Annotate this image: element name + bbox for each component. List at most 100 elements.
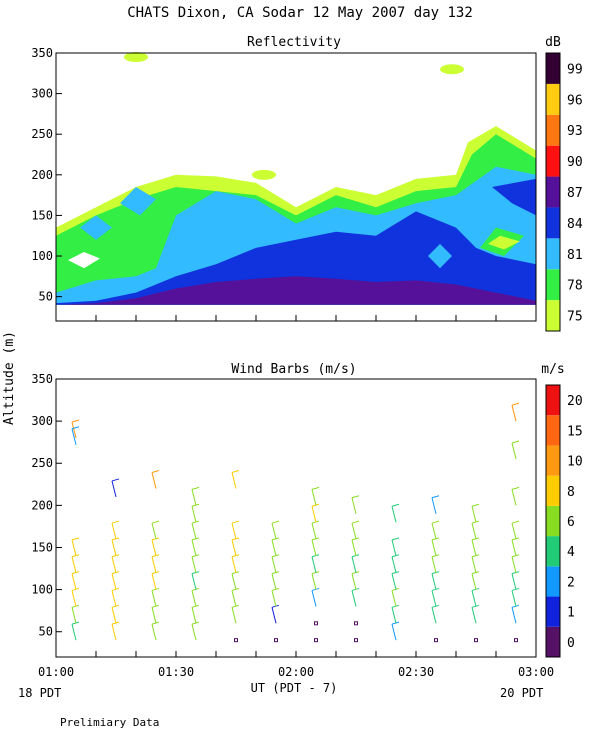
reflectivity-blob-75 (440, 64, 464, 75)
wind-barb (71, 556, 77, 573)
wind-barb (351, 556, 357, 573)
wind-barb (231, 607, 237, 624)
wind-colorbar-unit: m/s (541, 362, 564, 377)
reflectivity-colorbar-swatch (546, 145, 560, 177)
wind-ytick-label: 250 (31, 456, 53, 470)
wind-colorbar-swatch (546, 445, 560, 476)
wind-barb (471, 539, 477, 557)
wind-colorbar-label: 10 (567, 455, 583, 470)
reflectivity-frame (55, 52, 537, 322)
wind-barb-flag (511, 486, 520, 490)
reflectivity-colorbar-label: 93 (567, 124, 583, 139)
wind-barb (471, 590, 477, 607)
wind-barb (71, 421, 77, 439)
wind-ytick-label: 350 (31, 372, 53, 386)
wind-xtick-label: 01:00 (38, 665, 74, 679)
wind-barb (151, 539, 157, 557)
reflectivity-ytick-label: 350 (31, 46, 53, 60)
reflectivity-blob-75 (252, 169, 276, 180)
right-time-note: 20 PDT (500, 686, 543, 700)
wind-barb (391, 539, 397, 557)
reflectivity-colorbar-label: 87 (567, 186, 583, 201)
reflectivity-patch (68, 251, 100, 269)
wind-title: Wind Barbs (m/s) (231, 362, 356, 377)
wind-ytick-label: 150 (31, 540, 53, 554)
wind-barb-flag (191, 486, 200, 490)
wind-calm-marker (234, 638, 238, 643)
wind-barb (471, 573, 477, 590)
reflectivity-colorbar-label: 78 (567, 279, 583, 294)
wind-barb (391, 624, 397, 641)
wind-colorbar-swatch (546, 505, 560, 537)
wind-panel: Wind Barbs (m/s) 5010015020025030035001:… (31, 362, 582, 679)
wind-axes: 50 100 150 200 250 300 350 01:00 01:30 02:00 02:30… (31, 372, 554, 679)
wind-barb (71, 573, 77, 590)
wind-calm-marker (354, 621, 358, 626)
reflectivity-colorbar-unit: dB (545, 35, 561, 50)
wind-colorbar-swatch (546, 596, 560, 627)
wind-xtick-label: 01:30 (158, 665, 194, 679)
wind-colorbar-label: 8 (567, 485, 575, 500)
wind-barb (111, 480, 117, 498)
wind-barb (71, 539, 77, 557)
y-axis-label: Altitude (m) (2, 331, 17, 425)
wind-colorbar-swatch (546, 536, 560, 567)
wind-barb (431, 556, 437, 573)
wind-calm-marker (474, 638, 478, 643)
wind-barb (351, 522, 357, 540)
wind-barb (191, 522, 197, 540)
wind-barb-flag (71, 426, 80, 430)
wind-barb (191, 489, 197, 506)
wind-barb (231, 556, 237, 573)
wind-barb (191, 556, 197, 573)
reflectivity-colorbar-swatch (546, 207, 560, 239)
wind-barb (231, 573, 237, 590)
reflectivity-colorbar-swatch (546, 176, 560, 208)
wind-barb (271, 607, 277, 624)
wind-barb (351, 497, 357, 514)
wind-xtick-label: 03:00 (518, 665, 554, 679)
wind-barb (351, 590, 357, 607)
wind-barb (311, 573, 317, 590)
wind-barb-flag (351, 520, 360, 524)
wind-barb (471, 506, 477, 523)
wind-barb (151, 556, 157, 573)
wind-barb (71, 590, 77, 607)
wind-barb (311, 506, 317, 523)
reflectivity-ytick-label: 250 (31, 127, 53, 141)
wind-barb (191, 539, 197, 557)
wind-barb (311, 556, 317, 573)
wind-calm-marker (274, 638, 278, 643)
wind-barb (271, 590, 277, 607)
reflectivity-axes: 50 100 150 200 250 300 350 (31, 46, 537, 321)
wind-barb-flag (111, 478, 120, 482)
reflectivity-ytick-label: 50 (39, 290, 53, 304)
reflectivity-colorbar-label: 96 (567, 93, 583, 108)
wind-barb (191, 624, 197, 641)
wind-ytick-label: 200 (31, 498, 53, 512)
wind-colorbar-label: 0 (567, 636, 575, 651)
wind-barb-flag (511, 402, 520, 406)
wind-barb (191, 506, 197, 523)
wind-barb-flag (111, 520, 120, 524)
reflectivity-patch (120, 187, 156, 216)
wind-barb (71, 624, 77, 641)
wind-colorbar-label: 6 (567, 515, 575, 530)
wind-colorbar-frame (545, 384, 561, 658)
wind-colorbar-label: 20 (567, 394, 583, 409)
wind-barb-flag (511, 520, 520, 524)
wind-colorbar-label: 4 (567, 545, 575, 560)
reflectivity-ytick-label: 100 (31, 249, 53, 263)
reflectivity-colorbar-swatch (546, 238, 560, 270)
wind-barb (151, 573, 157, 590)
wind-ytick-label: 300 (31, 414, 53, 428)
wind-ytick-label: 100 (31, 583, 53, 597)
wind-barb (151, 590, 157, 607)
wind-barb-flag (511, 440, 520, 444)
wind-barb-flag (71, 419, 80, 423)
reflectivity-title: Reflectivity (247, 35, 341, 50)
wind-barb (511, 522, 517, 540)
wind-barb (311, 522, 317, 540)
wind-barb (271, 573, 277, 590)
